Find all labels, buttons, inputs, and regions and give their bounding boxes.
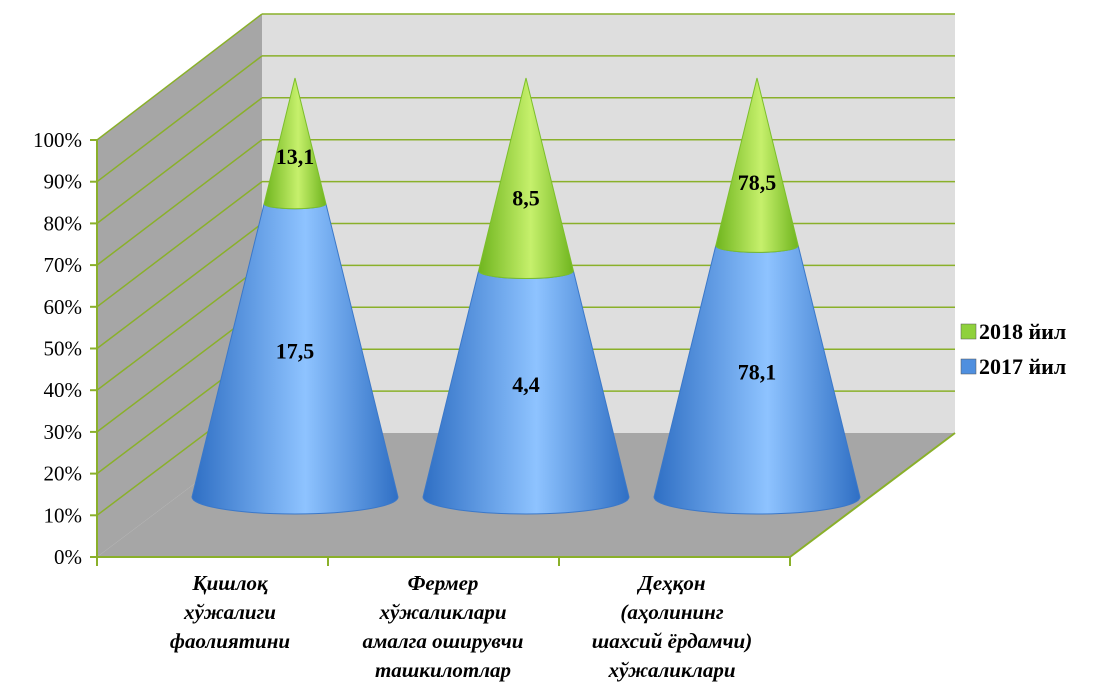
cone-segment-2018-йил-2 bbox=[715, 77, 799, 253]
grid-diag-10 bbox=[96, 13, 263, 141]
category-label-line: амалга оширувчи bbox=[363, 629, 524, 653]
y-tick-label: 20% bbox=[44, 462, 83, 486]
category-label-line: фаолиятини bbox=[170, 629, 290, 653]
grid-diag-9 bbox=[96, 55, 263, 183]
floor-edge bbox=[789, 432, 956, 558]
grid-diag-7 bbox=[96, 139, 263, 266]
category-label: Қишлоқ хўжалиги фаолиятини bbox=[170, 571, 290, 653]
category-label-line: шахсий ёрдамчи) bbox=[592, 629, 752, 653]
legend: 2018 йил 2017 йил bbox=[960, 319, 1066, 379]
grid-diag-8 bbox=[96, 97, 263, 224]
y-tick-label: 30% bbox=[44, 420, 83, 444]
y-tick-label: 60% bbox=[44, 295, 83, 319]
y-tick-label: 70% bbox=[44, 253, 83, 277]
category-label-line: ташкилотлар bbox=[375, 658, 511, 682]
y-tick-labels: 0% 10% 20% 30% 40% 50% 60% 70% 80% 90% 100% bbox=[33, 128, 82, 569]
y-tick-label: 10% bbox=[44, 503, 83, 527]
cone-segment-2018-йил-1 bbox=[478, 77, 574, 280]
y-tick-label: 100% bbox=[33, 128, 82, 152]
category-label-line: хўжаликлари bbox=[607, 658, 735, 682]
data-label: 78,1 bbox=[738, 359, 777, 384]
grid-diag-4 bbox=[96, 264, 263, 391]
legend-swatch bbox=[960, 323, 977, 340]
y-tick-label: 80% bbox=[44, 211, 83, 235]
category-label-line: Деҳқон bbox=[637, 571, 706, 595]
category-label-line: хўжаликлари bbox=[378, 600, 506, 624]
category-label-line: Фермер bbox=[408, 571, 479, 595]
y-tick-label: 50% bbox=[44, 337, 83, 361]
category-label: Деҳқон (аҳолининг шахсий ёрдамчи) хўжаликла… bbox=[592, 571, 752, 682]
legend-swatch bbox=[960, 358, 977, 375]
data-label: 8,5 bbox=[512, 185, 540, 210]
y-tick-label: 40% bbox=[44, 378, 83, 402]
data-label: 17,5 bbox=[276, 338, 315, 363]
grid-diag-6 bbox=[96, 181, 263, 308]
legend-label: 2018 йил bbox=[979, 319, 1066, 344]
legend-label: 2017 йил bbox=[979, 354, 1066, 379]
data-label: 13,1 bbox=[276, 144, 315, 169]
category-label: Фермер хўжаликлари амалга оширувчи ташкилот… bbox=[363, 571, 524, 682]
grid-diag-5 bbox=[96, 222, 263, 350]
category-label-line: (аҳолининг bbox=[620, 600, 723, 624]
data-label: 4,4 bbox=[512, 372, 540, 397]
y-tick-label: 0% bbox=[54, 545, 82, 569]
gridlines bbox=[90, 13, 955, 558]
data-label: 78,5 bbox=[738, 170, 777, 195]
category-labels: Қишлоқ хўжалиги фаолиятини Фермер хўжаликлар… bbox=[170, 571, 752, 682]
cone-segment-2018-йил-0 bbox=[263, 77, 327, 210]
category-label-line: хўжалиги bbox=[183, 600, 276, 624]
cones: 17,5 13,1 4,4 8,5 78,1 78,5 bbox=[191, 77, 861, 515]
y-tick-label: 90% bbox=[44, 170, 83, 194]
category-label-line: Қишлоқ bbox=[191, 571, 269, 595]
